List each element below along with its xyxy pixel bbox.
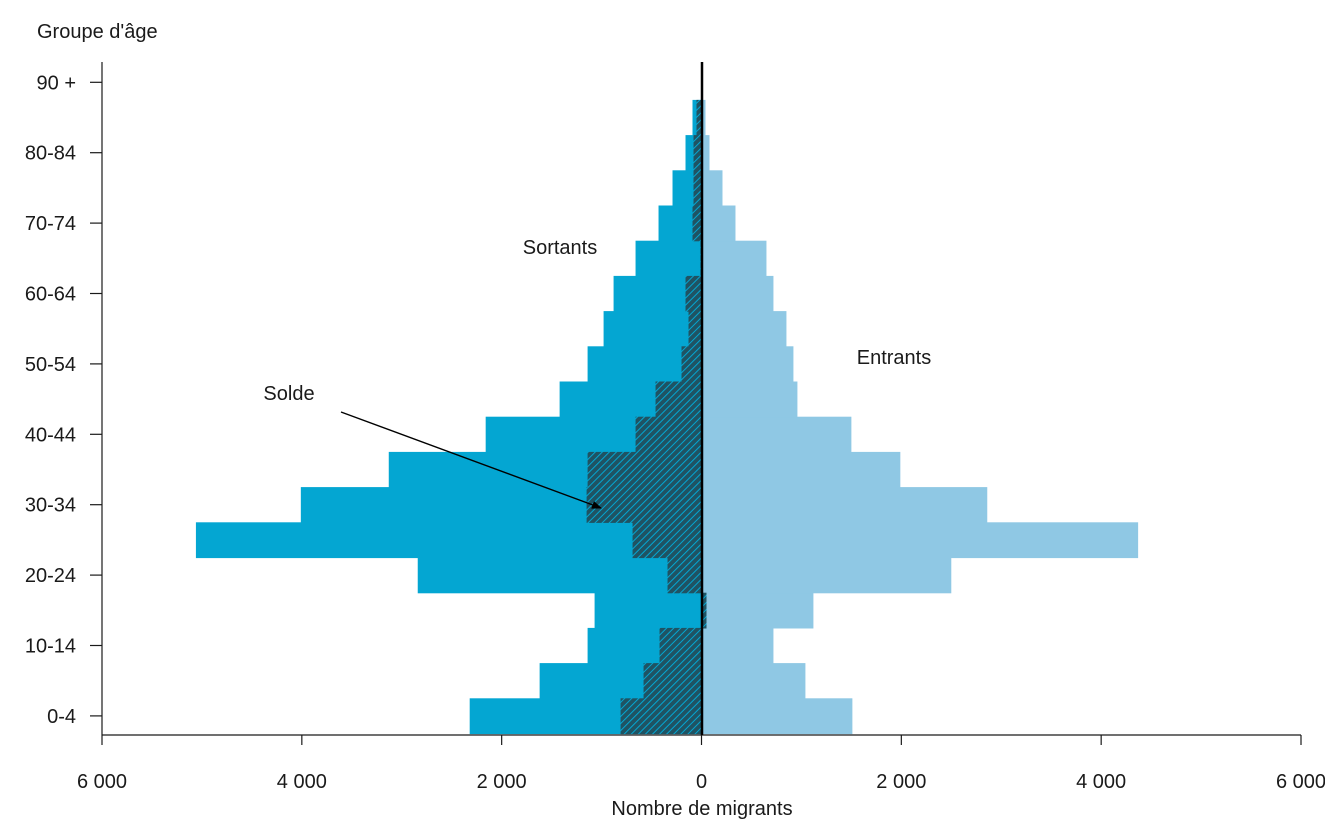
y-axis-ticks: 0-4 10-14 20-24 30-34 40-44 50-54 60-64 70-74 80… <box>25 72 102 728</box>
y-tick-label: 60-64 <box>25 284 76 306</box>
bar-sortants-15-19 <box>594 592 702 629</box>
y-tick-label: 50-54 <box>25 354 76 376</box>
bar-solde-15-19 <box>702 592 707 629</box>
bar-entrants-10-14 <box>702 627 774 664</box>
y-tick-label: 80-84 <box>25 143 76 165</box>
bar-solde-35-39 <box>587 451 702 488</box>
solde-bars <box>586 99 707 735</box>
y-tick-label: 90 + <box>37 72 76 94</box>
y-axis-title: Groupe d'âge <box>37 21 158 43</box>
bar-sortants-65-69 <box>635 240 702 277</box>
bar-entrants-25-29 <box>702 522 1139 559</box>
x-axis-title: Nombre de migrants <box>611 798 792 820</box>
bar-entrants-40-44 <box>702 416 852 453</box>
bar-sortants-25-29 <box>195 522 702 559</box>
entrants-bars <box>702 99 1139 735</box>
x-tick-label: 2 000 <box>477 771 527 793</box>
bar-solde-30-34 <box>586 487 702 523</box>
x-tick-label: 6 000 <box>77 771 127 793</box>
bar-entrants-75-79 <box>702 170 723 207</box>
y-tick-label: 70-74 <box>25 213 76 235</box>
x-tick-label: 0 <box>696 771 707 793</box>
bar-entrants-30-34 <box>702 487 988 523</box>
bar-solde-75-79 <box>693 170 702 207</box>
bar-entrants-65-69 <box>702 240 767 277</box>
bar-solde-10-14 <box>659 627 702 664</box>
bar-sortants-55-59 <box>603 311 702 347</box>
annotation-entrants: Entrants <box>857 347 931 369</box>
bar-entrants-50-54 <box>702 346 794 383</box>
bar-solde-80-84 <box>693 135 702 171</box>
solde-arrow <box>340 411 602 509</box>
bar-solde-55-59 <box>688 311 702 347</box>
bar-entrants-35-39 <box>702 451 901 488</box>
bar-entrants-15-19 <box>702 592 814 629</box>
x-tick-label: 4 000 <box>1076 771 1126 793</box>
y-tick-label: 20-24 <box>25 565 76 587</box>
x-axis-ticks: 6 000 4 000 2 000 0 2 000 4 000 6 000 <box>77 735 1325 793</box>
y-tick-label: 40-44 <box>25 424 76 446</box>
bar-entrants-45-49 <box>702 381 798 418</box>
bar-solde-40-44 <box>635 416 702 453</box>
bar-entrants-55-59 <box>702 311 787 347</box>
bar-solde-70-74 <box>692 205 702 242</box>
bar-sortants-20-24 <box>417 557 702 594</box>
bar-entrants-0-4 <box>702 698 853 735</box>
bar-solde-45-49 <box>655 381 702 418</box>
bar-entrants-60-64 <box>702 275 774 312</box>
x-tick-label: 4 000 <box>277 771 327 793</box>
bar-solde-50-54 <box>681 346 702 383</box>
bar-solde-25-29 <box>632 522 702 559</box>
bar-solde-0-4 <box>620 698 702 735</box>
bar-entrants-5-9 <box>702 663 806 699</box>
y-tick-label: 10-14 <box>25 636 76 658</box>
y-tick-label: 0-4 <box>47 706 76 728</box>
x-tick-label: 6 000 <box>1276 771 1325 793</box>
bar-entrants-85-89 <box>702 99 706 136</box>
bar-solde-60-64 <box>685 275 702 312</box>
y-tick-label: 30-34 <box>25 495 76 517</box>
annotation-solde: Solde <box>263 383 314 405</box>
bar-solde-5-9 <box>643 663 702 699</box>
annotation-sortants: Sortants <box>523 237 597 259</box>
bar-solde-85-89 <box>696 99 702 136</box>
bar-entrants-20-24 <box>702 557 952 594</box>
bar-entrants-80-84 <box>702 135 710 171</box>
bar-solde-20-24 <box>667 557 702 594</box>
bar-entrants-70-74 <box>702 205 736 242</box>
sortants-bars <box>195 99 702 735</box>
x-tick-label: 2 000 <box>876 771 926 793</box>
